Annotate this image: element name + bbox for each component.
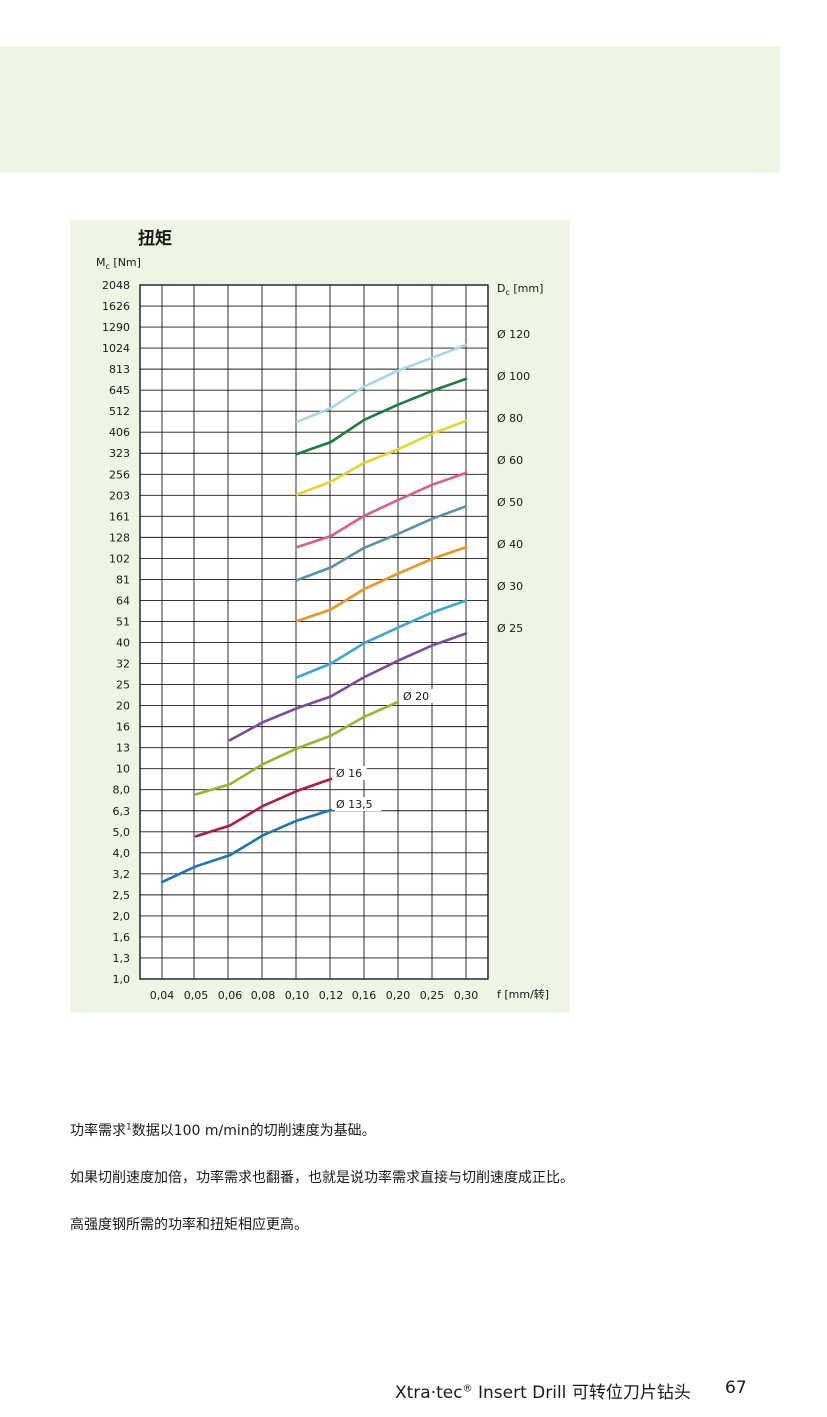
- series-line: [295, 599, 468, 679]
- y-tick-label: 1,0: [113, 973, 131, 986]
- series-line: [228, 632, 468, 742]
- y-tick-label: 5,0: [113, 826, 131, 839]
- x-axis-label: f [mm/转]: [497, 988, 550, 1001]
- y-tick-label: 256: [109, 468, 130, 481]
- diameter-label: Ø 50: [497, 496, 523, 509]
- y-tick-label: 51: [116, 615, 130, 628]
- y-tick-label: 1,6: [113, 931, 131, 944]
- series-line: [295, 471, 468, 549]
- y-tick-label: 64: [116, 594, 130, 607]
- y-tick-label: 3,2: [113, 868, 131, 881]
- y-tick-label: 2,0: [113, 910, 131, 923]
- y-tick-label: 203: [109, 489, 130, 502]
- y-tick-label: 32: [116, 658, 130, 671]
- chart-title: 扭矩: [138, 229, 172, 249]
- x-tick-label: 0,25: [420, 989, 445, 1002]
- y-tick-label: 161: [109, 510, 130, 523]
- x-tick-label: 0,06: [218, 989, 243, 1002]
- x-tick-label: 0,05: [184, 989, 209, 1002]
- x-tick-label: 0,08: [251, 989, 276, 1002]
- y-tick-label: 1626: [102, 300, 130, 313]
- y-tick-label: 20: [116, 700, 130, 713]
- y-tick-label: 512: [109, 405, 130, 418]
- series-line: [194, 777, 333, 838]
- y-tick-label: 13: [116, 742, 130, 755]
- inline-series-label: Ø 13,5: [336, 798, 373, 811]
- y-tick-label: 16: [116, 721, 130, 734]
- y-tick-label: 1290: [102, 321, 130, 334]
- y-tick-label: 8,0: [113, 784, 131, 797]
- series-line: [194, 700, 400, 796]
- diameter-label: Ø 30: [497, 580, 523, 593]
- y-tick-label: 4,0: [113, 847, 131, 860]
- y-tick-label: 813: [109, 363, 130, 376]
- y-tick-label: 25: [116, 679, 130, 692]
- x-tick-label: 0,12: [319, 989, 344, 1002]
- inline-series-label: Ø 20: [403, 690, 429, 703]
- y-tick-label: 323: [109, 447, 130, 460]
- inline-label-bg: [335, 797, 382, 812]
- note-line-3: 高强度钢所需的功率和扭矩相应更高。: [70, 1217, 308, 1233]
- note-line-1: 功率需求1数据以100 m/min的切削速度为基础。: [70, 1122, 376, 1139]
- header-band: [0, 46, 780, 173]
- y-axis-label: Mc [Nm]: [96, 256, 141, 272]
- y-tick-label: 645: [109, 384, 130, 397]
- diameter-label: Ø 100: [497, 370, 530, 383]
- series-line: [295, 504, 468, 582]
- y-tick-label: 2,5: [113, 889, 131, 902]
- diameter-label: Ø 80: [497, 412, 523, 425]
- series-line: [295, 343, 468, 424]
- x-tick-label: 0,20: [386, 989, 411, 1002]
- page-number: 67: [725, 1378, 747, 1398]
- diameter-label: Ø 40: [497, 538, 523, 551]
- right-axis-label: Dc [mm]: [497, 282, 544, 298]
- diameter-label: Ø 120: [497, 328, 530, 341]
- plot-area: [139, 284, 489, 980]
- y-tick-label: 81: [116, 573, 130, 586]
- y-tick-label: 102: [109, 552, 130, 565]
- y-tick-label: 2048: [102, 279, 130, 292]
- x-tick-label: 0,10: [285, 989, 310, 1002]
- inline-series-label: Ø 16: [336, 767, 362, 780]
- y-tick-label: 1,3: [113, 952, 131, 965]
- diameter-label: Ø 60: [497, 454, 523, 467]
- y-tick-label: 128: [109, 531, 130, 544]
- series-line: [295, 377, 468, 456]
- y-tick-label: 10: [116, 763, 130, 776]
- diameter-label: Ø 25: [497, 622, 523, 635]
- x-tick-label: 0,30: [454, 989, 479, 1002]
- series-line: [160, 808, 333, 884]
- footer-title: Xtra·tec® Insert Drill 可转位刀片钻头: [395, 1383, 691, 1403]
- y-tick-label: 406: [109, 426, 130, 439]
- note-line-2: 如果切削速度加倍，功率需求也翻番，也就是说功率需求直接与切削速度成正比。: [70, 1170, 574, 1186]
- x-tick-label: 0,04: [150, 989, 175, 1002]
- y-tick-label: 1024: [102, 342, 130, 355]
- y-tick-label: 6,3: [113, 805, 131, 818]
- inline-label-bg: [335, 766, 367, 781]
- x-tick-label: 0,16: [352, 989, 377, 1002]
- y-tick-label: 40: [116, 637, 130, 650]
- series-line: [295, 545, 468, 623]
- inline-label-bg: [402, 688, 434, 703]
- series-line: [295, 419, 468, 496]
